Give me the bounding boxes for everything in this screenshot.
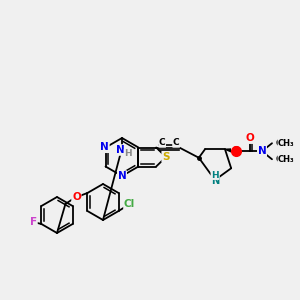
Text: H: H: [211, 170, 219, 179]
Text: F: F: [30, 217, 37, 227]
Text: CH₃: CH₃: [276, 139, 292, 148]
Text: N: N: [100, 142, 109, 152]
Text: Cl: Cl: [124, 199, 135, 209]
Text: CH₃: CH₃: [276, 155, 292, 164]
Text: C: C: [159, 138, 166, 147]
Text: S: S: [162, 152, 170, 162]
Text: C: C: [159, 138, 166, 147]
Text: N: N: [100, 142, 109, 152]
Text: N: N: [211, 176, 219, 186]
Text: N: N: [116, 145, 124, 155]
Text: O: O: [246, 133, 254, 143]
Text: N: N: [118, 171, 126, 181]
Text: O: O: [232, 146, 240, 156]
Text: F: F: [30, 217, 37, 227]
Text: S: S: [162, 152, 170, 162]
Text: N: N: [258, 146, 266, 156]
Text: O: O: [72, 192, 81, 202]
Text: H: H: [124, 149, 132, 158]
Text: N: N: [118, 171, 126, 181]
Text: N: N: [116, 145, 124, 155]
Text: H: H: [211, 170, 219, 179]
Polygon shape: [225, 149, 236, 154]
Text: O: O: [72, 192, 81, 202]
Text: CH₃: CH₃: [278, 155, 295, 164]
Text: O: O: [246, 133, 254, 143]
Text: CH₃: CH₃: [278, 139, 295, 148]
Text: O: O: [232, 146, 240, 156]
Text: Cl: Cl: [124, 199, 135, 209]
Text: C: C: [173, 138, 179, 147]
Text: H: H: [124, 149, 132, 158]
Text: N: N: [258, 146, 266, 156]
Text: N: N: [211, 176, 219, 186]
Text: C: C: [173, 138, 179, 147]
